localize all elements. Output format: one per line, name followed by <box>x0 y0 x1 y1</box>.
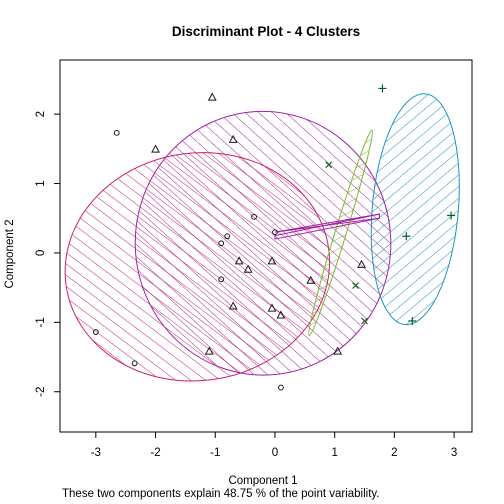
y-tick-label: 0 <box>35 250 47 256</box>
plot-content <box>64 84 460 391</box>
cluster-3-ellipse <box>308 129 374 337</box>
cluster-4-point <box>408 316 417 325</box>
cluster-2-point <box>357 259 366 268</box>
plot-area: -3 -2 -1 0 1 2 3 -2 -1 0 1 2 <box>35 59 473 459</box>
cluster-3-point <box>325 161 333 169</box>
cluster-2-point <box>267 303 277 312</box>
cluster-2-point <box>204 346 214 355</box>
cluster-2-point <box>243 264 253 273</box>
x-tick-label: 2 <box>391 447 397 459</box>
x-tick-label: 0 <box>272 447 278 459</box>
x-tick-label: 1 <box>331 447 337 459</box>
chart-title: Discriminant Plot - 4 Clusters <box>172 24 360 39</box>
cluster-4-point <box>447 211 456 220</box>
y-tick-label: -2 <box>35 387 47 397</box>
cluster-2-point <box>234 256 244 265</box>
cluster-4-point <box>378 84 387 93</box>
y-tick-label: 2 <box>35 111 47 117</box>
y-axis-title: Component 2 <box>4 219 16 288</box>
y-tick-label: 1 <box>35 180 47 186</box>
cluster-1-point <box>218 240 225 247</box>
plot-frame <box>59 59 473 433</box>
y-tick-label: -1 <box>35 317 47 327</box>
cluster-1-point <box>251 213 257 220</box>
cluster-2-point <box>207 92 217 101</box>
cluster-2-point <box>267 256 277 265</box>
cluster-2-point <box>333 346 343 355</box>
cluster-1-point <box>224 233 231 240</box>
cluster-2-point <box>151 144 160 153</box>
cluster-3-point <box>352 282 359 289</box>
cluster-3-point <box>361 317 368 325</box>
cluster-1-point <box>113 129 120 136</box>
cluster-1-point <box>218 276 225 283</box>
x-axis-title: Component 1 <box>228 475 297 487</box>
cluster-2-point <box>306 275 316 284</box>
cluster-2-point <box>228 134 238 143</box>
cluster-1-point <box>278 384 284 391</box>
x-tick-label: 3 <box>451 447 457 459</box>
x-tick-label: -3 <box>91 447 101 459</box>
x-tick-label: -2 <box>150 447 160 459</box>
cluster-2-point <box>228 301 238 310</box>
variability-note: These two components explain 48.75 % of … <box>62 488 380 500</box>
cluster-1-point <box>92 329 99 335</box>
cluster-1-point <box>272 229 278 236</box>
cluster-4-point <box>402 232 411 241</box>
cluster-1-point <box>131 360 138 367</box>
cluster-4-ellipse <box>370 93 460 326</box>
cluster-connector <box>274 213 380 240</box>
x-tick-label: -1 <box>210 447 220 459</box>
cluster-2-point <box>276 310 286 319</box>
